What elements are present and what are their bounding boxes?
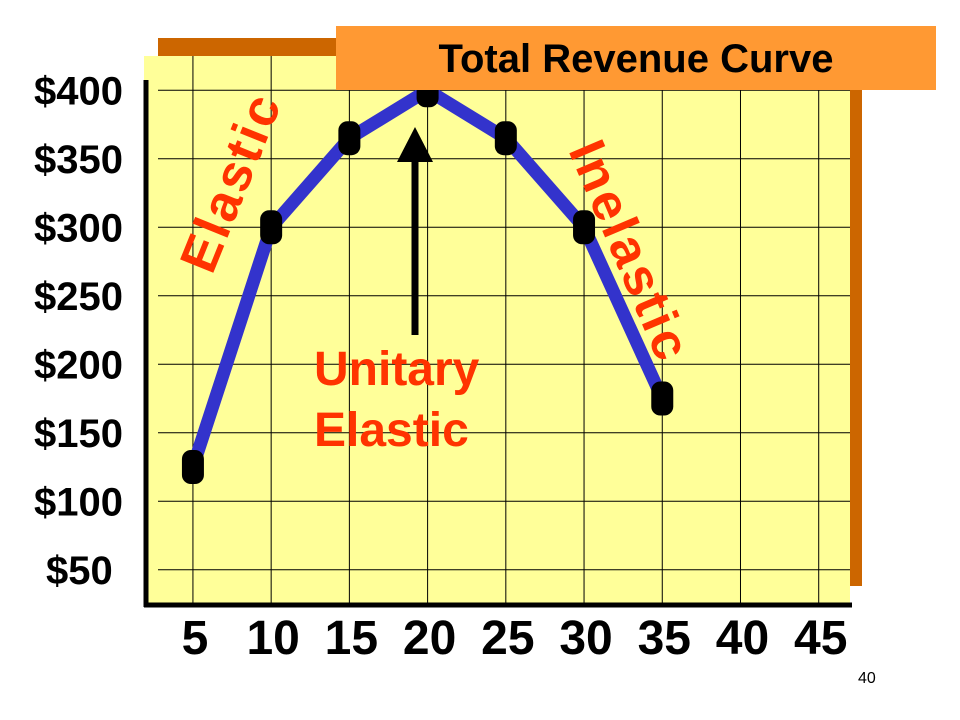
- y-tick-label: $300: [34, 206, 123, 250]
- x-tick-label: 20: [403, 612, 456, 665]
- data-point: [338, 121, 361, 156]
- x-tick-labels: 5 10 15 20 25 30 35 40 45: [182, 612, 848, 665]
- x-tick-label: 10: [246, 612, 299, 665]
- y-tick-labels: $50 $100 $150 $200 $250 $300 $350 $400: [34, 69, 123, 593]
- x-tick-label: 40: [716, 612, 769, 665]
- page-number: 40: [858, 670, 876, 687]
- chart-title: Total Revenue Curve: [439, 37, 834, 81]
- annotation-unitary-line1: Unitary: [314, 343, 480, 396]
- y-tick-label: $400: [34, 69, 123, 113]
- y-tick-label: $200: [34, 343, 123, 387]
- data-point: [494, 121, 517, 156]
- x-tick-label: 5: [182, 612, 209, 665]
- data-point: [260, 210, 283, 245]
- x-tick-label: 15: [325, 612, 378, 665]
- x-tick-label: 30: [559, 612, 612, 665]
- x-tick-label: 35: [638, 612, 691, 665]
- unitary-arrow-head: [397, 127, 433, 162]
- y-tick-label: $350: [34, 138, 123, 182]
- data-point: [573, 210, 596, 245]
- data-point: [651, 381, 674, 416]
- y-tick-label: $150: [34, 412, 123, 456]
- title-box: [336, 26, 936, 90]
- revenue-markers: [181, 73, 674, 484]
- x-tick-label: 25: [481, 612, 534, 665]
- y-tick-label: $50: [46, 549, 113, 593]
- y-tick-label: $250: [34, 275, 123, 319]
- x-tick-label: 45: [794, 612, 847, 665]
- annotation-unitary-line2: Elastic: [314, 404, 469, 457]
- data-point: [181, 450, 204, 484]
- y-tick-label: $100: [34, 480, 123, 524]
